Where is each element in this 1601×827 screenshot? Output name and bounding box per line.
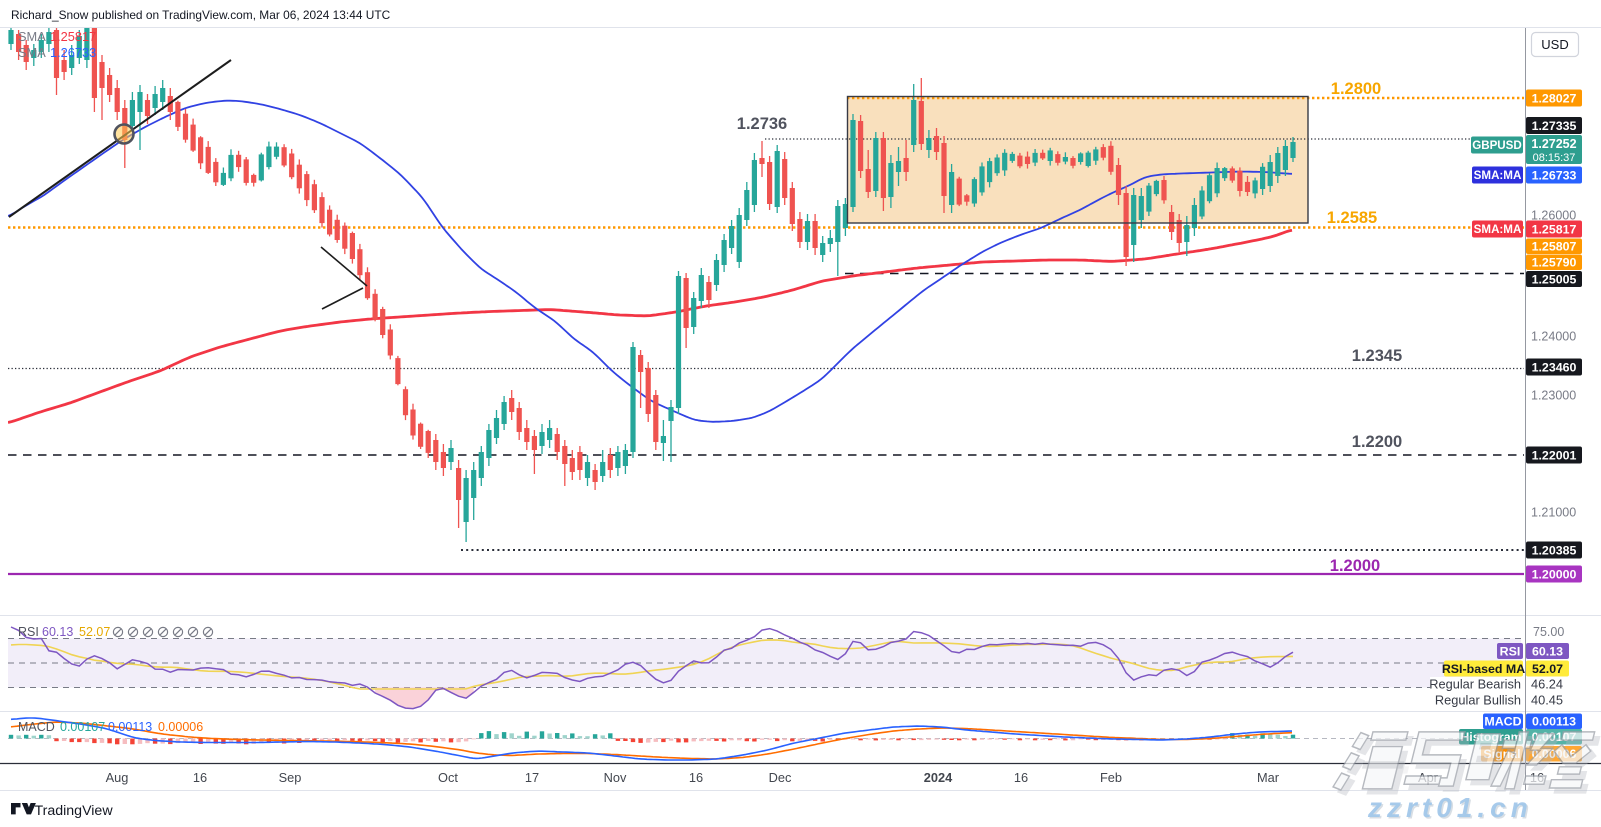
svg-text:TradingView: TradingView	[35, 803, 114, 819]
svg-text:1.25790: 1.25790	[1532, 256, 1577, 270]
svg-text:SMA: SMA	[18, 45, 46, 60]
svg-text:Sep: Sep	[279, 770, 302, 785]
svg-text:08:15:37: 08:15:37	[1533, 152, 1576, 164]
svg-text:0.00006: 0.00006	[158, 720, 203, 734]
svg-text:1.20385: 1.20385	[1532, 543, 1577, 557]
svg-text:RSI-based MA: RSI-based MA	[1442, 662, 1525, 676]
svg-text:1.26000: 1.26000	[1531, 209, 1576, 223]
svg-text:1.2585: 1.2585	[1327, 209, 1377, 227]
svg-text:zzrt01.cn: zzrt01.cn	[1367, 792, 1533, 823]
svg-text:Regular Bearish: Regular Bearish	[1429, 677, 1521, 692]
svg-text:RSI: RSI	[1500, 644, 1521, 658]
svg-text:SMA:MA: SMA:MA	[1474, 223, 1522, 236]
svg-text:Dec: Dec	[769, 770, 792, 785]
svg-text:1.25005: 1.25005	[1532, 272, 1577, 286]
svg-text:52.07: 52.07	[79, 625, 110, 639]
svg-text:16: 16	[1014, 770, 1028, 785]
svg-text:1.2345: 1.2345	[1352, 347, 1402, 365]
svg-text:1.2000: 1.2000	[1330, 557, 1380, 575]
svg-text:zzrt01.cn: zzrt01.cn	[1369, 794, 1535, 825]
svg-text:MACD: MACD	[1484, 715, 1521, 729]
svg-text:USD: USD	[1541, 37, 1568, 52]
svg-text:Nov: Nov	[604, 770, 627, 785]
svg-text:SMA:MA: SMA:MA	[1474, 169, 1522, 182]
svg-text:1.25817: 1.25817	[50, 29, 96, 44]
svg-text:Oct: Oct	[438, 770, 458, 785]
svg-text:Feb: Feb	[1100, 770, 1122, 785]
svg-text:60.13: 60.13	[1532, 644, 1563, 658]
svg-text:17: 17	[525, 770, 539, 785]
svg-text:Richard_Snow published on Trad: Richard_Snow published on TradingView.co…	[11, 8, 391, 22]
svg-text:1.2200: 1.2200	[1352, 433, 1402, 451]
svg-text:Mar: Mar	[1257, 770, 1280, 785]
svg-text:1.23460: 1.23460	[1532, 360, 1577, 374]
svg-text:16: 16	[689, 770, 703, 785]
svg-text:0.00107: 0.00107	[60, 720, 105, 734]
svg-text:1.28027: 1.28027	[1532, 91, 1577, 105]
svg-text:Aug: Aug	[106, 770, 129, 785]
svg-text:1.23000: 1.23000	[1531, 389, 1576, 403]
svg-text:0.00113: 0.00113	[108, 720, 152, 734]
svg-text:46.24: 46.24	[1531, 677, 1563, 692]
svg-text:1.27252: 1.27252	[1531, 137, 1576, 151]
svg-text:2024: 2024	[924, 770, 953, 785]
svg-text:1.25807: 1.25807	[1532, 240, 1577, 254]
svg-text:40.45: 40.45	[1531, 693, 1563, 708]
svg-text:16: 16	[193, 770, 207, 785]
svg-text:GBPUSD: GBPUSD	[1472, 139, 1522, 152]
svg-text:52.07: 52.07	[1532, 662, 1563, 676]
svg-text:75.00: 75.00	[1533, 625, 1564, 639]
svg-text:1.20000: 1.20000	[1532, 567, 1577, 581]
svg-text:1.21000: 1.21000	[1531, 506, 1576, 520]
svg-text:1.26733: 1.26733	[50, 45, 96, 60]
svg-text:1.2736: 1.2736	[737, 115, 787, 133]
svg-text:1.26733: 1.26733	[1532, 168, 1577, 182]
svg-text:1.24000: 1.24000	[1531, 330, 1576, 344]
svg-text:60.13: 60.13	[42, 625, 73, 639]
svg-text:0.00113: 0.00113	[1532, 715, 1576, 729]
svg-text:1.2800: 1.2800	[1331, 80, 1381, 98]
svg-text:1.25817: 1.25817	[1532, 222, 1577, 236]
svg-text:MACD: MACD	[18, 720, 55, 734]
svg-text:SMA: SMA	[18, 29, 46, 44]
svg-text:RSI: RSI	[18, 625, 39, 639]
svg-text:1.22001: 1.22001	[1532, 448, 1577, 462]
svg-text:Regular Bullish: Regular Bullish	[1435, 693, 1521, 708]
svg-text:1.27335: 1.27335	[1532, 119, 1577, 133]
